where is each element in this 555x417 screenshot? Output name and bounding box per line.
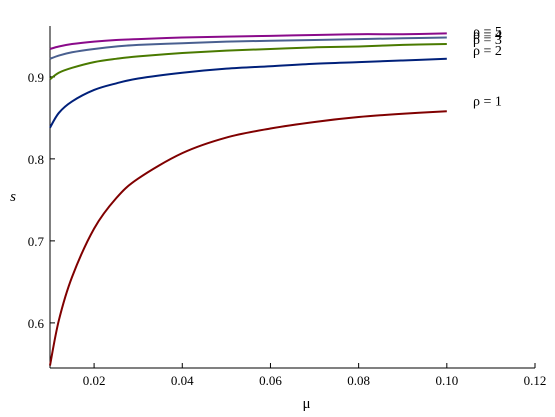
axes <box>49 26 535 369</box>
x-tick-label: 0.08 <box>347 373 370 388</box>
x-tick-label: 0.06 <box>259 373 282 388</box>
y-tick-label: 0.6 <box>28 316 45 331</box>
series-label-rho-2: ρ = 2 <box>473 44 502 59</box>
y-tick-label: 0.8 <box>28 152 44 167</box>
series-line-rho-5 <box>49 32 447 50</box>
y-ticks: 0.6 0.7 0.8 0.9 <box>28 70 55 331</box>
x-tick-label: 0.04 <box>171 373 194 388</box>
x-ticks: 0.02 0.04 0.06 0.08 0.10 0.12 <box>83 363 547 388</box>
series-labels: ρ = 1 ρ = 2ρ = 3ρ = 4ρ = 5 <box>473 25 502 110</box>
series-line-rho-3 <box>49 43 447 81</box>
y-axis-title: s <box>10 189 16 205</box>
y-tick-label: 0.7 <box>28 234 45 249</box>
series-curves <box>49 32 447 366</box>
x-tick-label: 0.02 <box>83 373 106 388</box>
series-label-rho-3: ρ = 3 <box>473 33 502 48</box>
x-axis-title: μ <box>302 396 310 412</box>
series-line-rho-2 <box>49 57 447 129</box>
series-label-rho-5: ρ = 5 <box>473 25 502 40</box>
series-label-rho-4: ρ = 4 <box>473 28 502 43</box>
series-line-rho-4 <box>49 36 447 60</box>
x-tick-label: 0.10 <box>435 373 458 388</box>
series-label-rho-1: ρ = 1 <box>473 95 502 110</box>
y-tick-label: 0.9 <box>28 70 44 85</box>
x-tick-label: 0.12 <box>524 373 547 388</box>
series-line-rho-1 <box>49 110 447 366</box>
